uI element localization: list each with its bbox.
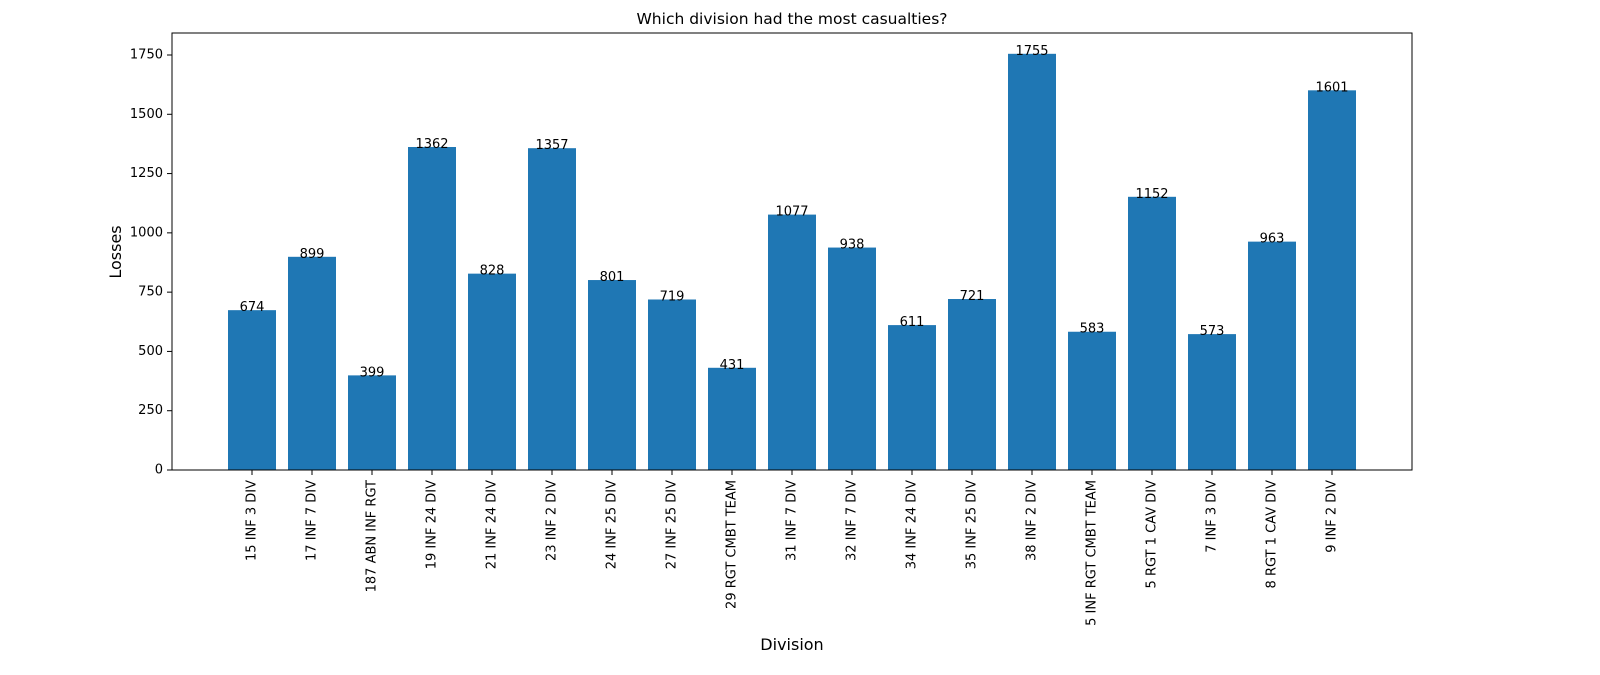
bar-17 [1248,241,1296,470]
y-axis: 0 250 500 750 1000 1250 1500 1750 [130,47,172,478]
plot-frame [171,32,1413,471]
bar-4 [468,273,516,470]
y-axis-title: Losses [106,225,125,278]
bar-2 [348,375,396,470]
bar-13 [1008,53,1056,471]
value-labels-group: 674 899 399 1362 828 1357 801 719 431 1077 938 611 7… [240,44,1349,381]
bar-18 [1308,90,1356,470]
bar-value-label: 899 [300,247,325,262]
x-tick-label: 27 INF 25 DIV [665,480,680,569]
bar-10 [828,247,876,470]
bar-16 [1188,334,1236,470]
x-tick-label: 29 RGT CMBT TEAM [725,480,740,609]
bar-value-label: 583 [1080,322,1105,337]
bar-11 [888,325,936,470]
y-tick-label: 1250 [130,166,163,181]
x-tick-label: 19 INF 24 DIV [425,480,440,569]
bar-7 [648,299,696,470]
bar-value-label: 828 [480,264,505,279]
bar-value-label: 1755 [1015,44,1048,59]
bar-9 [768,214,816,470]
x-tick-label: 7 INF 3 DIV [1205,480,1220,553]
bar-8 [708,367,756,470]
bars-group [228,53,1356,471]
y-tick-label: 750 [138,285,163,300]
bar-6 [588,280,636,470]
x-tick-label: 35 INF 25 DIV [965,480,980,569]
x-tick-label: 24 INF 25 DIV [605,480,620,569]
y-tick-label: 250 [138,403,163,418]
y-tick-label: 1750 [130,47,163,62]
bar-14 [1068,331,1116,470]
x-tick-label: 5 RGT 1 CAV DIV [1145,480,1160,589]
bar-value-label: 1152 [1135,187,1168,202]
bar-value-label: 938 [840,238,865,253]
bar-value-label: 1601 [1315,80,1348,95]
x-tick-label: 34 INF 24 DIV [905,480,920,569]
x-tick-label: 17 INF 7 DIV [305,480,320,561]
bar-1 [288,256,336,470]
bar-value-label: 431 [720,358,745,373]
bar-3 [408,147,456,470]
x-tick-label: 32 INF 7 DIV [845,480,860,561]
x-tick-label: 15 INF 3 DIV [245,480,260,561]
bar-value-label: 573 [1200,324,1225,339]
y-tick-label: 500 [138,344,163,359]
bar-value-label: 721 [960,289,985,304]
x-axis: 15 INF 3 DIV 17 INF 7 DIV 187 ABN INF RGT 1… [245,470,1340,626]
bar-value-label: 611 [900,315,925,330]
bar-value-label: 1357 [535,138,568,153]
bar-12 [948,299,996,470]
x-tick-label: 21 INF 24 DIV [485,480,500,569]
x-tick-label: 187 ABN INF RGT [365,480,380,592]
bar-value-label: 399 [360,365,385,380]
x-tick-label: 5 INF RGT CMBT TEAM [1085,480,1100,626]
bar-value-label: 719 [660,289,685,304]
bar-15 [1128,196,1176,471]
y-tick-label: 1000 [130,225,163,240]
bar-value-label: 674 [240,300,265,315]
x-tick-label: 9 INF 2 DIV [1325,480,1340,553]
y-tick-label: 1500 [130,107,163,122]
y-tick-label: 0 [155,463,163,478]
chart-title: Which division had the most casualties? [636,10,947,28]
x-tick-label: 23 INF 2 DIV [545,480,560,561]
bar-value-label: 801 [600,270,625,285]
bar-0 [228,310,276,470]
bar-5 [528,148,576,470]
x-tick-label: 8 RGT 1 CAV DIV [1265,480,1280,589]
x-tick-label: 31 INF 7 DIV [785,480,800,561]
bar-value-label: 1362 [415,137,448,152]
x-axis-title: Division [760,635,823,654]
x-tick-label: 38 INF 2 DIV [1025,480,1040,561]
bar-value-label: 963 [1260,232,1285,247]
bar-value-label: 1077 [775,205,808,220]
